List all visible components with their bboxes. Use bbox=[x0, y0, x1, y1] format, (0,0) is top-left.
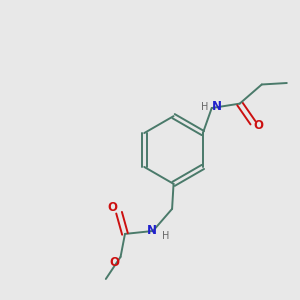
Text: O: O bbox=[253, 119, 263, 132]
Text: N: N bbox=[212, 100, 222, 113]
Text: O: O bbox=[108, 201, 118, 214]
Text: H: H bbox=[162, 231, 169, 241]
Text: H: H bbox=[201, 102, 208, 112]
Text: N: N bbox=[146, 224, 157, 238]
Text: O: O bbox=[109, 256, 119, 269]
